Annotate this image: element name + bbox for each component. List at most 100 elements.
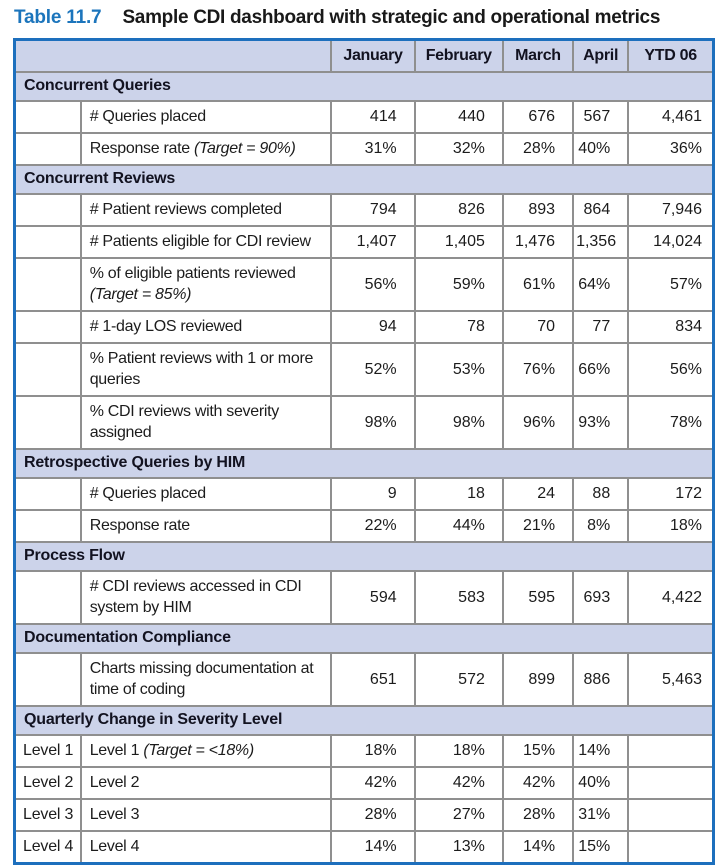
- column-header-april: April: [572, 38, 630, 73]
- value-cell: [627, 734, 715, 768]
- metric-text: Response rate: [89, 140, 190, 157]
- section-header-row: Documentation Compliance: [13, 623, 715, 654]
- value-cell: 14,024: [627, 225, 715, 259]
- metric-text: # Queries placed: [89, 108, 206, 125]
- row-label-cell: Level 3: [13, 798, 82, 832]
- metric-cell: % of eligible patients reviewed (Target …: [79, 257, 333, 312]
- value-cell: 24: [501, 477, 575, 511]
- value-cell: 595: [501, 570, 575, 625]
- value-cell: 8%: [572, 509, 630, 543]
- row-label-cell: [13, 652, 82, 707]
- row-label-cell: [13, 257, 82, 312]
- metric-cell: % Patient reviews with 1 or more queries: [79, 342, 333, 397]
- value-cell: 78%: [627, 395, 715, 450]
- row-label-cell: [13, 310, 82, 344]
- metric-target-note: (Target = <18%): [143, 742, 254, 759]
- column-header-row: January February March April YTD 06: [13, 38, 715, 73]
- table-caption: Sample CDI dashboard with strategic and …: [122, 7, 661, 28]
- value-cell: 94: [330, 310, 416, 344]
- cdi-dashboard-table: January February March April YTD 06 Concurre…: [13, 38, 715, 865]
- metric-text: # Patient reviews completed: [89, 201, 282, 218]
- value-cell: 15%: [501, 734, 575, 768]
- value-cell: 414: [330, 100, 416, 134]
- value-cell: [627, 830, 715, 865]
- value-cell: 567: [572, 100, 630, 134]
- value-cell: 78: [413, 310, 504, 344]
- table-row: # CDI reviews accessed in CDI system by …: [13, 570, 715, 625]
- metric-text: Level 2: [89, 774, 140, 791]
- value-cell: 44%: [413, 509, 504, 543]
- table-header: January February March April YTD 06: [13, 38, 715, 73]
- value-cell: 834: [627, 310, 715, 344]
- row-label-cell: [13, 193, 82, 227]
- row-label-cell: [13, 342, 82, 397]
- table-row: # Queries placed 414 440 676 567 4,461: [13, 100, 715, 134]
- value-cell: 18%: [330, 734, 416, 768]
- column-header-february: February: [413, 38, 504, 73]
- value-cell: 594: [330, 570, 416, 625]
- metric-cell: # Queries placed: [79, 100, 333, 134]
- value-cell: 98%: [413, 395, 504, 450]
- value-cell: 66%: [572, 342, 630, 397]
- value-cell: 27%: [413, 798, 504, 832]
- row-label-cell: Level 4: [13, 830, 82, 865]
- section-header-row: Quarterly Change in Severity Level: [13, 705, 715, 736]
- value-cell: 18%: [413, 734, 504, 768]
- value-cell: 1,407: [330, 225, 416, 259]
- metric-text: Level 3: [89, 806, 140, 823]
- metric-target-note: (Target = 85%): [89, 286, 192, 303]
- column-header-ytd-06: YTD 06: [627, 38, 715, 73]
- value-cell: 57%: [627, 257, 715, 312]
- metric-text: # CDI reviews accessed in CDI system by …: [89, 578, 302, 616]
- table-row: Response rate (Target = 90%) 31% 32% 28% 40%…: [13, 132, 715, 166]
- value-cell: 31%: [330, 132, 416, 166]
- metric-text: # Queries placed: [89, 485, 206, 502]
- value-cell: 56%: [330, 257, 416, 312]
- column-header-march: March: [501, 38, 575, 73]
- value-cell: 1,405: [413, 225, 504, 259]
- table-row: % of eligible patients reviewed (Target …: [13, 257, 715, 312]
- value-cell: 59%: [413, 257, 504, 312]
- column-header-january: January: [330, 38, 416, 73]
- row-label-cell: [13, 509, 82, 543]
- value-cell: 826: [413, 193, 504, 227]
- value-cell: 5,463: [627, 652, 715, 707]
- value-cell: 76%: [501, 342, 575, 397]
- table-row: Level 1 Level 1 (Target = <18%) 18% 18% 15% 1…: [13, 734, 715, 768]
- metric-text: Level 1: [89, 742, 140, 759]
- metric-text: % CDI reviews with severity assigned: [89, 403, 280, 441]
- metric-cell: # Patients eligible for CDI review: [79, 225, 333, 259]
- metric-cell: Level 2: [79, 766, 333, 800]
- value-cell: 14%: [572, 734, 630, 768]
- value-cell: [627, 798, 715, 832]
- metric-cell: Level 3: [79, 798, 333, 832]
- value-cell: 28%: [501, 798, 575, 832]
- value-cell: 4,422: [627, 570, 715, 625]
- metric-target-note: (Target = 90%): [194, 140, 296, 157]
- value-cell: 7,946: [627, 193, 715, 227]
- value-cell: 52%: [330, 342, 416, 397]
- value-cell: 56%: [627, 342, 715, 397]
- metric-cell: Level 1 (Target = <18%): [79, 734, 333, 768]
- section-header-label: Retrospective Queries by HIM: [13, 448, 715, 479]
- section-header-label: Documentation Compliance: [13, 623, 715, 654]
- metric-text: Level 4: [89, 838, 140, 855]
- table-row: Level 2 Level 2 42% 42% 42% 40%: [13, 766, 715, 800]
- value-cell: 572: [413, 652, 504, 707]
- value-cell: 676: [501, 100, 575, 134]
- table-row: Level 3 Level 3 28% 27% 28% 31%: [13, 798, 715, 832]
- value-cell: 4,461: [627, 100, 715, 134]
- value-cell: 70: [501, 310, 575, 344]
- metric-cell: Level 4: [79, 830, 333, 865]
- row-label-cell: [13, 477, 82, 511]
- value-cell: 40%: [572, 132, 630, 166]
- value-cell: 32%: [413, 132, 504, 166]
- metric-cell: # Queries placed: [79, 477, 333, 511]
- table-title: Table 11.7 Sample CDI dashboard with stra…: [14, 7, 719, 29]
- corner-cell: [13, 38, 333, 73]
- value-cell: 15%: [572, 830, 630, 865]
- table-row: # Patient reviews completed 794 826 893 864 7…: [13, 193, 715, 227]
- section-header-row: Concurrent Reviews: [13, 164, 715, 195]
- value-cell: 13%: [413, 830, 504, 865]
